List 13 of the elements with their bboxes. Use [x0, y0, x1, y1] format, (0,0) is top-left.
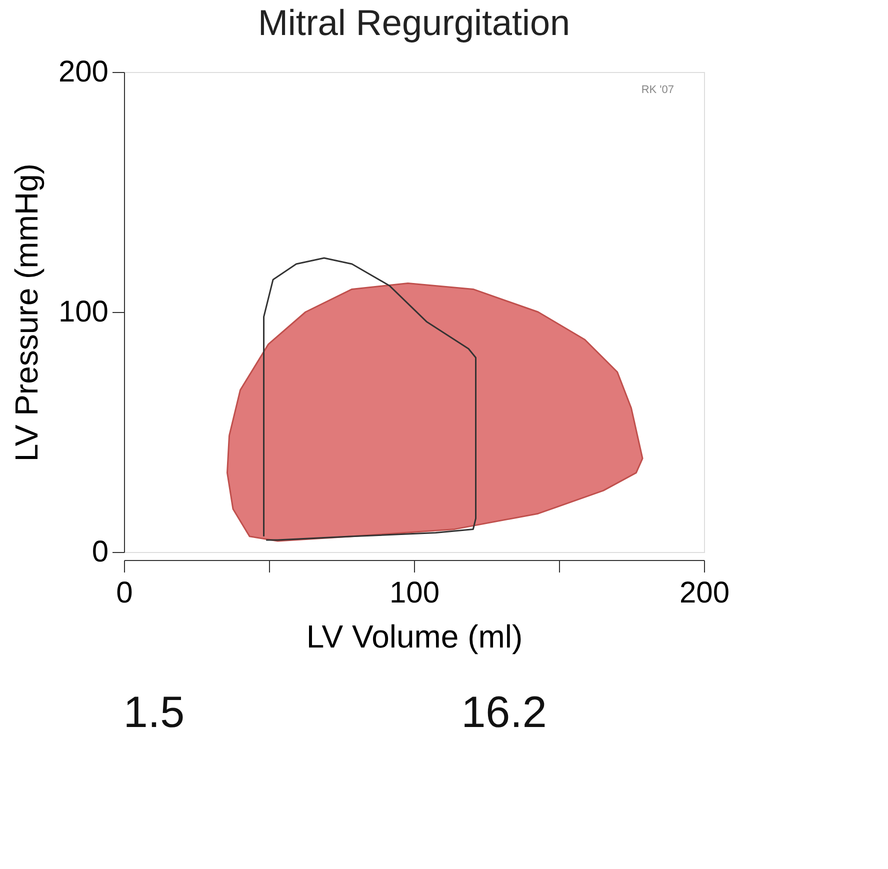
y-tick-label: 0	[92, 536, 108, 568]
line-series	[263, 257, 477, 541]
x-tick-label: 200	[679, 576, 730, 610]
x-tick-label: 100	[389, 576, 440, 610]
x-tick-label: 0	[116, 576, 133, 610]
x-axis-title: LV Volume (ml)	[306, 618, 523, 654]
annotation: RK '07	[641, 84, 674, 96]
y-axis-title: LV Pressure (mmHg)	[8, 163, 44, 462]
text: 1.5	[123, 688, 185, 737]
text: 16.2	[461, 688, 547, 737]
y-tick-label: 200	[58, 56, 108, 88]
chart-title: Mitral Regurgitation	[258, 2, 570, 43]
y-tick-label: 100	[58, 296, 108, 328]
